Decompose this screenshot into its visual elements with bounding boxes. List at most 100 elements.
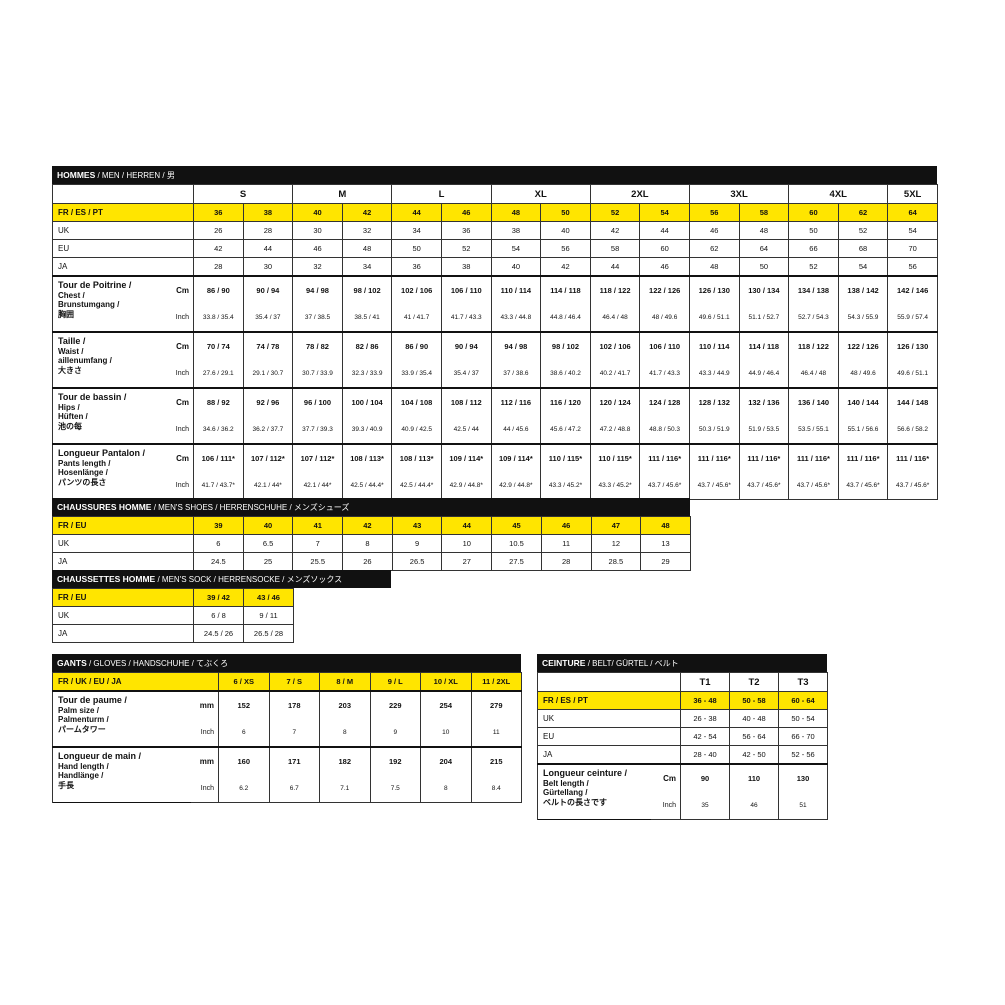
value-cell: 11 bbox=[470, 719, 522, 748]
size-header: T3 bbox=[778, 672, 828, 692]
value-cell: 102 / 106 bbox=[589, 331, 641, 360]
size-header: L bbox=[391, 184, 492, 204]
value-cell: 192 bbox=[369, 746, 421, 775]
title: HOMMES bbox=[57, 170, 96, 180]
value-cell: 182 bbox=[319, 746, 371, 775]
value-cell: 60 - 64 bbox=[778, 691, 828, 710]
gloves-section: GANTS / GLOVES / HANDSCHUHE / てぶくろ FR / U… bbox=[52, 654, 522, 803]
measure-label: Longueur de main / Hand length / Handlänge… bbox=[52, 746, 191, 803]
measure-row: Taille / Waist / aillenumfang / 大きさ Cm 70 / 7… bbox=[52, 331, 938, 388]
value-cell: 39.3 / 40.9 bbox=[341, 416, 393, 445]
value-cell: 44 bbox=[589, 257, 641, 277]
measure-row: Inch 35 46 51 bbox=[538, 792, 828, 820]
value-cell: 26.5 bbox=[391, 552, 443, 571]
men-table: S M L XL 2XL 3XL 4XL 5XL FR / ES / PT 36 38 40 42 44 4… bbox=[52, 184, 938, 500]
row-label: FR / EU bbox=[51, 516, 195, 535]
size-row: UK 26 28 30 32 34 36 38 40 42 44 46 48 50 52 54 bbox=[52, 221, 938, 240]
subtitle: / MEN'S SHOES / HERRENSCHUHE / メンズシューズ bbox=[153, 503, 350, 512]
title: CHAUSSETTES HOMME bbox=[57, 574, 156, 584]
value-cell: 40 bbox=[242, 516, 294, 535]
value-cell: 6 bbox=[193, 534, 244, 553]
value-cell: 38.5 / 41 bbox=[341, 304, 393, 333]
row-label: FR / ES / PT bbox=[52, 203, 194, 222]
value-cell: 38 bbox=[242, 203, 294, 222]
value-cell: 7 bbox=[268, 719, 320, 748]
size-row: EU 42 44 46 48 50 52 54 56 58 60 62 64 66 68 70 bbox=[52, 239, 938, 258]
value-cell: 88 / 92 bbox=[193, 387, 244, 416]
size-header: T1 bbox=[680, 672, 730, 692]
label-line: Pants length / bbox=[58, 458, 111, 468]
value-cell: 130 / 134 bbox=[738, 275, 790, 304]
value-cell: 40.9 / 42.5 bbox=[391, 416, 442, 445]
value-cell: 29.1 / 30.7 bbox=[242, 360, 294, 389]
value-cell: 28 bbox=[242, 221, 294, 240]
value-cell: 43.3 / 45.2* bbox=[540, 472, 591, 500]
measure-row: Longueur ceinture / Belt length / Gürtella… bbox=[537, 763, 828, 820]
value-cell: 28.5 bbox=[590, 552, 642, 571]
value-cell: 49.6 / 51.1 bbox=[887, 360, 938, 389]
unit-label: Cm bbox=[165, 387, 194, 416]
measure-row: Inch 33.8 / 35.4 35.4 / 37 37 / 38.5 38.5 / … bbox=[53, 304, 938, 333]
value-cell: 142 / 146 bbox=[887, 275, 938, 304]
unit-label: Cm bbox=[165, 331, 194, 360]
value-cell: 66 - 70 bbox=[778, 727, 828, 746]
size-header-row: T1 T2 T3 bbox=[537, 672, 828, 692]
value-cell: 120 / 124 bbox=[589, 387, 641, 416]
value-cell: 56 bbox=[887, 257, 938, 277]
value-cell: 27.6 / 29.1 bbox=[193, 360, 244, 389]
row-label: UK bbox=[51, 534, 195, 553]
title: CEINTURE bbox=[542, 658, 586, 668]
value-cell: 12 bbox=[590, 534, 642, 553]
value-cell: 60 bbox=[788, 203, 839, 222]
value-cell: 50 bbox=[391, 239, 442, 258]
table-body: T1 T2 T3 FR / ES / PT 36 - 48 50 - 58 60 - 64 U… bbox=[537, 672, 828, 820]
value-cell: 33.8 / 35.4 bbox=[193, 304, 244, 333]
value-cell: 70 bbox=[887, 239, 938, 258]
size-header: M bbox=[292, 184, 393, 204]
value-cell: 48 bbox=[640, 516, 691, 535]
value-cell: 171 bbox=[268, 746, 320, 775]
value-cell: 108 / 113* bbox=[391, 443, 442, 472]
value-cell: 42.5 / 44 bbox=[440, 416, 492, 445]
label-line: Tour de paume / bbox=[58, 695, 127, 705]
label-line: Longueur de main / bbox=[58, 751, 142, 761]
value-cell: 68 bbox=[837, 239, 889, 258]
section-title: HOMMES / MEN / HERREN / 男 bbox=[52, 166, 937, 184]
unit-label: Inch bbox=[190, 775, 219, 803]
value-cell: 116 / 120 bbox=[540, 387, 591, 416]
value-cell: 37 / 38.5 bbox=[292, 304, 343, 333]
measure-row: Inch 27.6 / 29.1 29.1 / 30.7 30.7 / 33.9 32.… bbox=[53, 360, 938, 389]
value-cell: 48 / 49.6 bbox=[639, 304, 690, 333]
value-cell: 8 bbox=[342, 534, 393, 553]
value-cell: 47 bbox=[590, 516, 642, 535]
value-cell: 118 / 122 bbox=[788, 331, 839, 360]
size-header: 8 / M bbox=[319, 672, 371, 692]
value-cell: 43 / 46 bbox=[243, 588, 295, 607]
value-cell: 94 / 98 bbox=[490, 331, 542, 360]
value-cell: 50 - 58 bbox=[729, 691, 779, 710]
value-cell: 128 / 132 bbox=[688, 387, 740, 416]
value-cell: 86 / 90 bbox=[193, 275, 244, 304]
value-cell: 28 - 40 bbox=[680, 745, 730, 765]
value-cell: 34 bbox=[341, 257, 393, 277]
value-cell: 28 bbox=[540, 552, 592, 571]
measure-row: Tour de paume / Palm size / Palmenturm / パー… bbox=[52, 690, 522, 747]
row-label: EU bbox=[537, 727, 681, 746]
value-cell: 44 bbox=[441, 516, 493, 535]
unit-label: Cm bbox=[165, 275, 194, 304]
value-cell: 44 bbox=[391, 203, 442, 222]
subtitle: / GLOVES / HANDSCHUHE / てぶくろ bbox=[88, 659, 229, 668]
subtitle: / BELT/ GÜRTEL / ベルト bbox=[587, 659, 679, 668]
value-cell: 40 - 48 bbox=[729, 709, 779, 728]
value-cell: 44 bbox=[639, 221, 690, 240]
value-cell: 43.7 / 45.6* bbox=[688, 472, 740, 500]
value-cell: 26 bbox=[193, 221, 244, 240]
row-label: JA bbox=[51, 552, 195, 571]
size-header-row: S M L XL 2XL 3XL 4XL 5XL bbox=[52, 184, 938, 204]
value-cell: 43.7 / 45.6* bbox=[639, 472, 690, 500]
value-cell: 110 / 115* bbox=[540, 443, 591, 472]
